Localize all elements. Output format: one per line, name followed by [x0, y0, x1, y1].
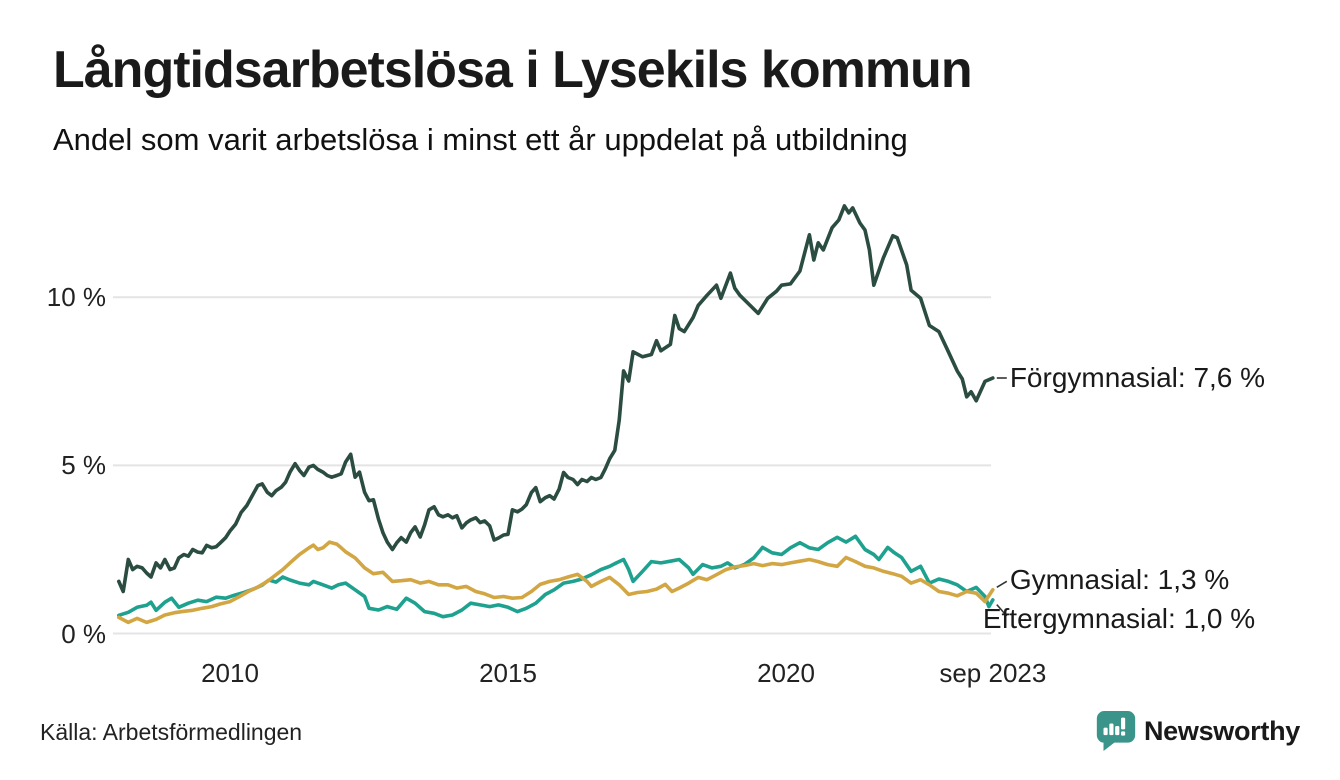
series-label-eftergymnasial: Eftergymnasial: 1,0 %: [982, 602, 1256, 634]
brand-lockup: Newsworthy: [1096, 710, 1300, 752]
series-line-eftergymnasial: [117, 534, 995, 619]
y-axis-tick-label: 0 %: [61, 618, 106, 649]
y-axis-tick-label: 10 %: [46, 282, 106, 313]
chart-title: Långtidsarbetslösa i Lysekils kommun: [53, 41, 973, 99]
series-label-förgymnasial: Förgymnasial: 7,6 %: [1009, 361, 1266, 393]
newsworthy-logo-icon: [1096, 711, 1136, 751]
x-axis-tick-label: sep 2023: [939, 658, 1047, 688]
brand-name: Newsworthy: [1143, 715, 1300, 746]
series-line-förgymnasial: [117, 204, 995, 594]
x-axis-tick-label: 2015: [479, 658, 537, 688]
y-axis-tick-label: 5 %: [61, 450, 106, 481]
x-axis-tick-label: 2010: [201, 658, 259, 688]
label-connector: [996, 604, 1008, 617]
source-note: Källa: Arbetsförmedlingen: [40, 719, 303, 745]
label-connector: [996, 580, 1008, 588]
chart-subtitle: Andel som varit arbetslösa i minst ett å…: [53, 122, 908, 157]
series-label-gymnasial: Gymnasial: 1,3 %: [1009, 563, 1230, 595]
series-line-gymnasial: [117, 540, 995, 625]
x-axis-tick-label: 2020: [757, 658, 815, 688]
